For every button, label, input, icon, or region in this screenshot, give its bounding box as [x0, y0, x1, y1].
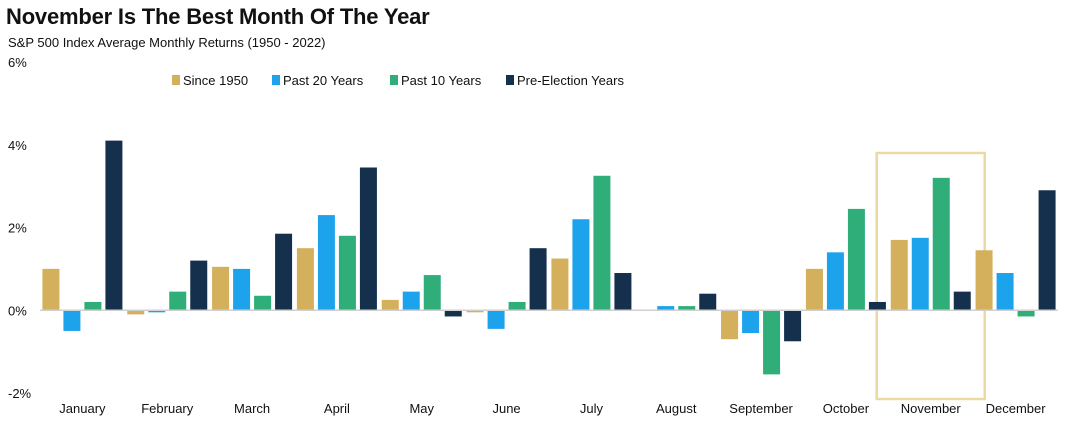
bar-past-20	[911, 237, 929, 311]
bar-pre-election	[1038, 190, 1056, 311]
chart-title: November Is The Best Month Of The Year	[6, 4, 430, 29]
bar-pre-election	[190, 260, 208, 311]
legend-label: Past 20 Years	[283, 73, 364, 88]
bar-since-1950	[551, 258, 569, 311]
bar-past-20	[317, 215, 335, 311]
bar-pre-election	[953, 291, 971, 311]
bar-past-20	[148, 310, 166, 313]
legend: Since 1950 Past 20 Years Past 10 Years Pre-…	[172, 73, 624, 88]
bar-since-1950	[296, 248, 314, 311]
bar-past-10	[1017, 310, 1035, 317]
bar-since-1950	[42, 268, 60, 311]
bar-past-20	[742, 310, 760, 334]
bar-since-1950	[381, 299, 399, 311]
y-tick-label: 4%	[8, 138, 27, 153]
bar-since-1950	[805, 268, 823, 311]
bar-past-10	[423, 275, 441, 311]
x-tick-label: August	[656, 401, 697, 416]
legend-swatch	[172, 75, 180, 85]
x-tick-label: October	[823, 401, 870, 416]
bar-pre-election	[359, 167, 377, 311]
bar-pre-election	[275, 233, 293, 311]
legend-swatch	[506, 75, 514, 85]
bar-past-20	[572, 219, 590, 311]
bar-pre-election	[444, 310, 462, 317]
bar-since-1950	[127, 310, 145, 315]
x-tick-label: June	[492, 401, 520, 416]
x-tick-label: April	[324, 401, 350, 416]
bar-since-1950	[466, 310, 484, 313]
bar-pre-election	[105, 140, 123, 311]
y-tick-label: 6%	[8, 55, 27, 70]
bar-pre-election	[614, 273, 632, 311]
bar-past-10	[338, 235, 356, 311]
bar-since-1950	[212, 266, 230, 311]
x-tick-label: November	[901, 401, 962, 416]
x-tick-label: January	[59, 401, 106, 416]
bar-past-20	[402, 291, 420, 311]
bar-since-1950	[721, 310, 739, 340]
bar-past-20	[63, 310, 81, 331]
bar-past-10	[678, 306, 696, 311]
y-tick-label: 0%	[8, 303, 27, 318]
legend-swatch	[390, 75, 398, 85]
bar-past-20	[657, 306, 675, 311]
bar-past-10	[254, 295, 272, 311]
bar-past-10	[932, 177, 950, 311]
bar-past-10	[593, 175, 611, 311]
y-tick-label: -2%	[8, 386, 32, 401]
bar-since-1950	[975, 250, 993, 311]
x-tick-label: May	[409, 401, 434, 416]
x-tick-label: February	[141, 401, 194, 416]
bar-pre-election	[868, 301, 886, 311]
bar-past-20	[487, 310, 505, 329]
bar-past-20	[233, 268, 251, 311]
legend-label: Pre-Election Years	[517, 73, 624, 88]
bar-past-10	[169, 291, 187, 311]
legend-label: Since 1950	[183, 73, 248, 88]
x-tick-label: July	[580, 401, 604, 416]
x-tick-label: December	[986, 401, 1047, 416]
bar-since-1950	[890, 239, 908, 311]
bar-past-20	[826, 252, 844, 311]
bar-past-10	[84, 301, 102, 311]
chart-subtitle: S&P 500 Index Average Monthly Returns (1…	[8, 35, 326, 50]
legend-label: Past 10 Years	[401, 73, 482, 88]
plot-area: -2% 0% 2% 4% 6% January February March April May J…	[8, 55, 1058, 416]
bar-pre-election	[784, 310, 802, 342]
bar-pre-election	[529, 248, 547, 311]
y-tick-label: 2%	[8, 221, 27, 236]
bar-pre-election	[699, 293, 717, 311]
bar-past-10	[763, 310, 781, 375]
legend-swatch	[272, 75, 280, 85]
x-tick-label: September	[729, 401, 793, 416]
x-tick-label: March	[234, 401, 270, 416]
bar-past-10	[508, 301, 526, 311]
bar-past-10	[847, 208, 865, 311]
bar-past-20	[996, 273, 1014, 311]
